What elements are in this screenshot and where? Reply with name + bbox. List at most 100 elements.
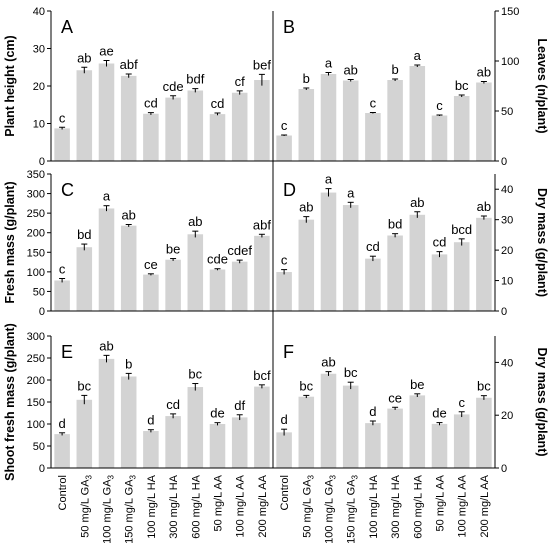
bar <box>120 225 137 311</box>
category-label: 100 mg/L HA <box>146 474 158 538</box>
bar <box>187 90 204 161</box>
bar <box>231 417 248 468</box>
error-bar <box>125 73 132 78</box>
significance-label: cd <box>144 96 158 111</box>
significance-label: ab <box>99 338 113 353</box>
error-bar <box>170 95 177 100</box>
bar <box>365 113 381 161</box>
error-bar <box>258 384 265 389</box>
error-bar <box>192 88 199 93</box>
significance-label: de <box>210 406 224 421</box>
significance-label: a <box>347 185 355 200</box>
bar <box>209 269 226 311</box>
significance-label: d <box>147 413 154 428</box>
significance-label: bc <box>455 78 469 93</box>
bar <box>320 373 337 468</box>
panel-letter: E <box>61 342 73 362</box>
bar <box>98 208 115 311</box>
significance-label: b <box>303 71 310 86</box>
category-label: 300 mg/L HA <box>390 474 402 538</box>
error-bar <box>436 114 443 116</box>
bar <box>409 395 426 468</box>
category-label: 150 mg/L GA3 <box>124 474 138 543</box>
significance-label: df <box>234 398 245 413</box>
category-label: 150 mg/L GA3 <box>346 474 360 543</box>
significance-label: bef <box>253 57 271 72</box>
error-bar <box>303 394 310 399</box>
error-bar <box>347 381 354 390</box>
panel-letter: A <box>61 17 73 37</box>
y-tick-label: 200 <box>27 375 45 387</box>
category-label: 200 mg/L AA <box>479 474 491 537</box>
y-tick-label: 20 <box>33 81 45 93</box>
bar <box>276 135 292 161</box>
bar <box>143 431 159 468</box>
y-tick-label: 350 <box>27 169 45 181</box>
bar <box>453 414 470 468</box>
significance-label: ce <box>388 390 402 405</box>
significance-label: ab <box>477 199 491 214</box>
y-tick-label: 0 <box>39 156 45 168</box>
significance-label: ab <box>299 200 313 215</box>
error-bar <box>125 223 132 227</box>
significance-label: abf <box>120 57 138 72</box>
error-bar <box>236 414 243 421</box>
y-tick-label: 300 <box>27 331 45 343</box>
error-bar <box>414 211 421 218</box>
bar <box>476 397 492 468</box>
bar <box>231 261 248 311</box>
bar <box>54 434 70 468</box>
panel-frame <box>51 11 495 469</box>
error-bar <box>236 259 243 264</box>
bar <box>143 113 159 161</box>
y-tick-label: 250 <box>27 353 45 365</box>
significance-label: de <box>432 406 446 421</box>
error-bar <box>392 233 399 238</box>
y-tick-label: 100 <box>501 56 519 68</box>
significance-label: a <box>414 48 422 63</box>
y-tick-label: 150 <box>27 247 45 259</box>
panel-letter: F <box>283 342 294 362</box>
error-bar <box>103 60 110 67</box>
y-tick-label: 150 <box>27 397 45 409</box>
y-tick-label: 100 <box>27 419 45 431</box>
bar <box>76 247 93 311</box>
bar <box>431 254 448 311</box>
y-axis-label: Dry mass (g/plant) <box>535 188 549 297</box>
error-bar <box>59 126 66 130</box>
panel-letter: D <box>283 180 296 200</box>
error-bar <box>281 428 288 436</box>
error-bar <box>147 273 154 276</box>
bar <box>431 423 448 468</box>
y-tick-label: 30 <box>501 215 513 227</box>
bar <box>76 70 93 161</box>
category-label: 600 mg/L HA <box>190 474 202 538</box>
significance-label: bc <box>344 365 358 380</box>
bar <box>409 214 426 311</box>
bar <box>165 97 181 162</box>
significance-label: cd <box>211 96 225 111</box>
category-label: 600 mg/L HA <box>412 474 424 538</box>
category-label: 50 mg/L AA <box>213 474 225 531</box>
category-label: Control <box>57 475 69 510</box>
bar <box>342 385 359 468</box>
error-bar <box>81 66 88 74</box>
error-bar <box>214 422 221 426</box>
error-bar <box>480 215 487 220</box>
error-bar <box>369 420 376 426</box>
y-tick-label: 50 <box>33 286 45 298</box>
y-tick-label: 300 <box>27 189 45 201</box>
error-bar <box>458 411 465 418</box>
error-bar <box>436 251 443 258</box>
bar <box>187 234 204 311</box>
significance-label: ab <box>343 63 357 78</box>
significance-label: ab <box>188 214 202 229</box>
error-bar <box>303 87 310 90</box>
error-bar <box>214 268 221 271</box>
category-label: 50 mg/L GA3 <box>79 474 93 537</box>
bar <box>276 432 292 468</box>
bar <box>453 96 470 161</box>
significance-label: ab <box>477 65 491 80</box>
